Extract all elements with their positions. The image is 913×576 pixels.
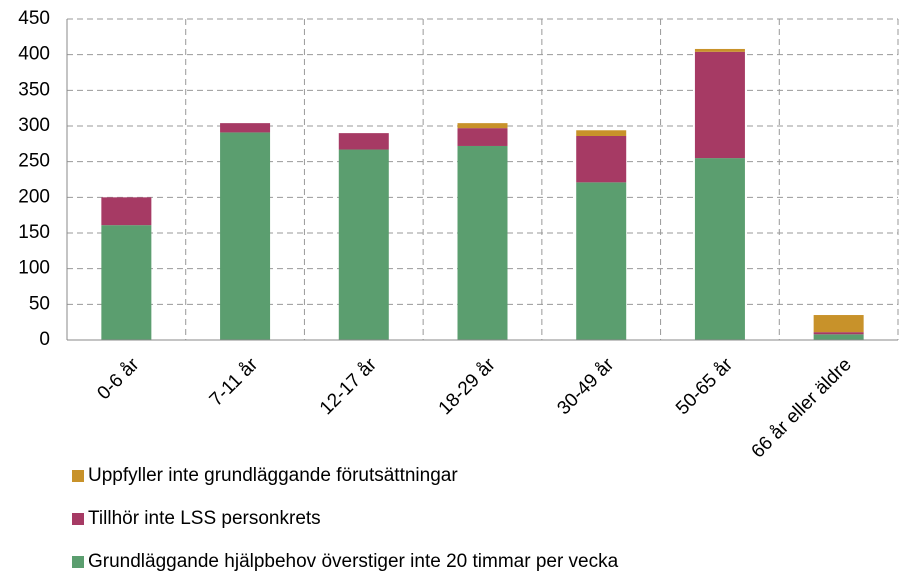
- x-tick-label: 12-17 år: [316, 354, 381, 419]
- x-tick-label: 66 år eller äldre: [748, 354, 856, 462]
- y-tick-label: 350: [18, 79, 50, 100]
- bar-segment: [457, 128, 508, 146]
- y-tick-label: 100: [18, 258, 50, 279]
- x-tick-label: 18-29 år: [435, 354, 500, 419]
- y-tick-label: 250: [18, 151, 50, 172]
- bar-segment: [694, 48, 745, 52]
- legend-swatch: [72, 556, 84, 568]
- legend-swatch: [72, 470, 84, 482]
- x-tick-label: 30-49 år: [553, 354, 618, 419]
- x-tick-label: 50-65 år: [672, 354, 737, 419]
- bar-segment: [457, 145, 508, 340]
- y-tick-label: 150: [18, 222, 50, 243]
- bar-segment: [101, 225, 152, 340]
- legend-swatch: [72, 513, 84, 525]
- bar-segment: [101, 197, 152, 226]
- bar-segment: [813, 332, 864, 335]
- x-tick-label: 7-11 år: [206, 354, 263, 411]
- bar-segment: [457, 123, 508, 129]
- bar-segment: [576, 130, 627, 136]
- y-tick-label: 400: [18, 44, 50, 65]
- bar-segment: [220, 123, 271, 133]
- bar-segment: [813, 315, 864, 333]
- x-tick-label: 0-6 år: [93, 354, 143, 404]
- y-tick-label: 0: [39, 329, 50, 350]
- bar-segment: [220, 132, 271, 340]
- bar-segment: [813, 334, 864, 340]
- legend-label: Tillhör inte LSS personkrets: [88, 508, 321, 529]
- y-tick-label: 200: [18, 186, 50, 207]
- bar-segment: [694, 158, 745, 340]
- legend-label: Uppfyller inte grundläggande förutsättni…: [88, 465, 458, 486]
- bar-segment: [338, 149, 389, 340]
- legend-label: Grundläggande hjälpbehov överstiger inte…: [88, 551, 619, 572]
- y-tick-label: 450: [18, 8, 50, 29]
- y-tick-label: 50: [29, 293, 50, 314]
- bar-segment: [576, 182, 627, 340]
- bar-segment: [576, 135, 627, 183]
- bar-segment: [694, 51, 745, 159]
- y-tick-label: 300: [18, 115, 50, 136]
- bar-segment: [338, 133, 389, 150]
